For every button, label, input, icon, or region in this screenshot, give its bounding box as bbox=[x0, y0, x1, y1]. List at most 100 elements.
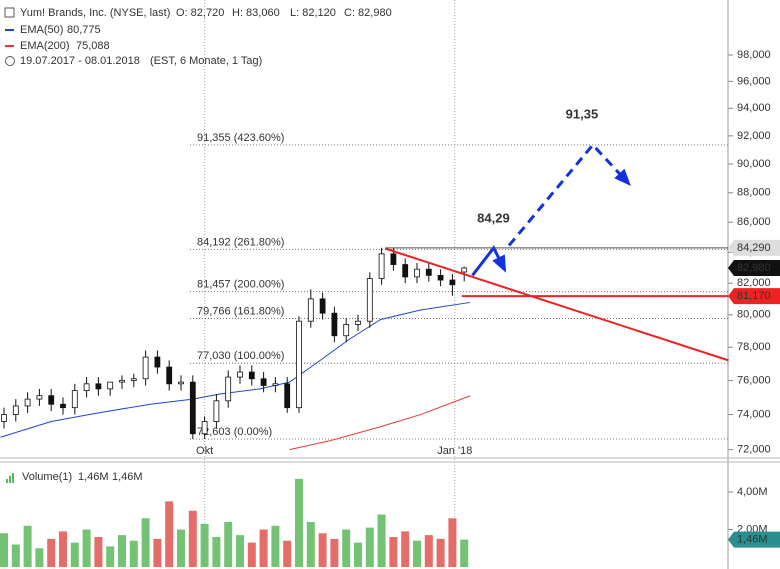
volume-bar bbox=[389, 537, 398, 567]
y-tick-label: 98,000 bbox=[737, 49, 771, 61]
volume-bar bbox=[247, 542, 256, 567]
price-tag-label: 82,980 bbox=[737, 262, 771, 274]
y-tick-label: 4,00M bbox=[737, 486, 768, 498]
candle-body bbox=[390, 253, 397, 265]
candle-body bbox=[378, 253, 385, 279]
candle-body bbox=[142, 356, 149, 380]
ohlc-label: H: 83,060 bbox=[232, 7, 280, 19]
volume-bar bbox=[70, 542, 79, 567]
price-tag bbox=[728, 239, 780, 256]
volume-bar bbox=[177, 529, 185, 567]
volume-bar bbox=[23, 525, 32, 567]
volume-bar bbox=[188, 510, 197, 567]
y-tick-label: 96,000 bbox=[737, 75, 771, 87]
candle-body bbox=[355, 320, 361, 325]
volume-bar bbox=[82, 529, 91, 567]
candle-body bbox=[130, 378, 137, 381]
candle-body bbox=[260, 378, 267, 386]
arrow-head bbox=[614, 168, 631, 186]
annotation: 84,29 bbox=[477, 211, 510, 226]
y-tick-label: 92,000 bbox=[737, 130, 771, 142]
candle-body bbox=[237, 371, 243, 378]
volume-bar bbox=[460, 539, 469, 567]
candle-body bbox=[437, 274, 444, 281]
candle-body bbox=[225, 376, 232, 402]
candle-body bbox=[284, 383, 291, 409]
period-note: (EST, 6 Monate, 1 Tag) bbox=[150, 55, 262, 67]
fib-label: 91,355 (423.60%) bbox=[197, 132, 284, 144]
candle-body bbox=[154, 356, 161, 368]
y-tick-label: 80,000 bbox=[737, 309, 771, 321]
volume-bar bbox=[377, 514, 386, 567]
legend-name: EMA(200) bbox=[20, 40, 70, 52]
arrow-head bbox=[492, 254, 507, 273]
volume-bar bbox=[59, 531, 67, 567]
candle-body bbox=[60, 403, 66, 409]
candle-body bbox=[425, 268, 432, 276]
volume-bar bbox=[330, 538, 339, 567]
ema-line bbox=[0, 301, 471, 438]
volume-bar bbox=[200, 523, 209, 567]
volume-bar bbox=[0, 533, 8, 567]
volume-icon bbox=[9, 476, 11, 483]
volume-legend-value: 1,46M bbox=[112, 471, 143, 483]
candle-body bbox=[319, 298, 326, 314]
candle-body bbox=[307, 298, 314, 322]
volume-bar bbox=[401, 531, 410, 567]
volume-bar bbox=[318, 533, 327, 567]
y-tick-label: 82,000 bbox=[737, 277, 771, 289]
volume-bar bbox=[436, 538, 445, 567]
y-tick-label: 72,000 bbox=[737, 444, 771, 456]
candle-body bbox=[107, 381, 114, 390]
volume-bar bbox=[224, 522, 233, 567]
y-tick-label: 78,000 bbox=[737, 341, 771, 353]
y-tick-label: 74,000 bbox=[737, 408, 771, 420]
volume-tag bbox=[728, 531, 780, 548]
volume-icon bbox=[12, 473, 14, 483]
candle-body bbox=[461, 267, 468, 273]
volume-bar bbox=[295, 478, 303, 567]
candle-body bbox=[36, 395, 43, 400]
header-icon bbox=[4, 7, 15, 18]
candle-body bbox=[201, 421, 208, 435]
x-tick-label: Okt bbox=[196, 445, 213, 457]
candle-body bbox=[331, 312, 338, 337]
volume-bar bbox=[141, 518, 150, 567]
y-tick-label: 86,000 bbox=[737, 216, 771, 228]
volume-tag-label: 1,46M bbox=[737, 534, 768, 546]
volume-bar bbox=[448, 518, 457, 567]
volume-bar bbox=[271, 525, 280, 567]
y-tick-label: 88,000 bbox=[737, 187, 771, 199]
volume-bar bbox=[236, 535, 244, 567]
price-tag-label: 81,170 bbox=[737, 290, 771, 302]
volume-bar bbox=[413, 540, 421, 567]
volume-bar bbox=[354, 542, 362, 567]
candle-body bbox=[272, 383, 279, 386]
fib-label: 72,603 (0.00%) bbox=[197, 426, 272, 438]
candle-body bbox=[178, 381, 184, 385]
legend-value: 75,088 bbox=[76, 40, 110, 52]
volume-icon bbox=[6, 479, 8, 483]
volume-bar bbox=[342, 529, 351, 567]
volume-legend-value: 1,46M bbox=[78, 471, 109, 483]
candle-body bbox=[402, 264, 409, 278]
volume-bar bbox=[129, 540, 138, 567]
candle-body bbox=[189, 381, 196, 435]
period: 19.07.2017 - 08.01.2018 bbox=[20, 55, 140, 67]
ema-line bbox=[289, 395, 471, 451]
legend-name: EMA(50) bbox=[20, 24, 63, 36]
volume-bar bbox=[259, 529, 268, 567]
fib-label: 79,766 (161.80%) bbox=[197, 305, 284, 317]
y-tick-label: 76,000 bbox=[737, 374, 771, 386]
fib-label: 84,192 (261.80%) bbox=[197, 236, 284, 248]
x-tick-label: Jan '18 bbox=[437, 445, 472, 457]
volume-bar bbox=[165, 501, 174, 567]
fib-label: 77,030 (100.00%) bbox=[197, 350, 284, 362]
candle-body bbox=[166, 366, 173, 385]
ohlc-label: O: 82,720 bbox=[176, 7, 224, 19]
fib-label: 81,457 (200.00%) bbox=[197, 279, 284, 291]
candle-body bbox=[24, 398, 31, 407]
volume-bar bbox=[35, 548, 44, 567]
volume-bar bbox=[365, 527, 374, 567]
